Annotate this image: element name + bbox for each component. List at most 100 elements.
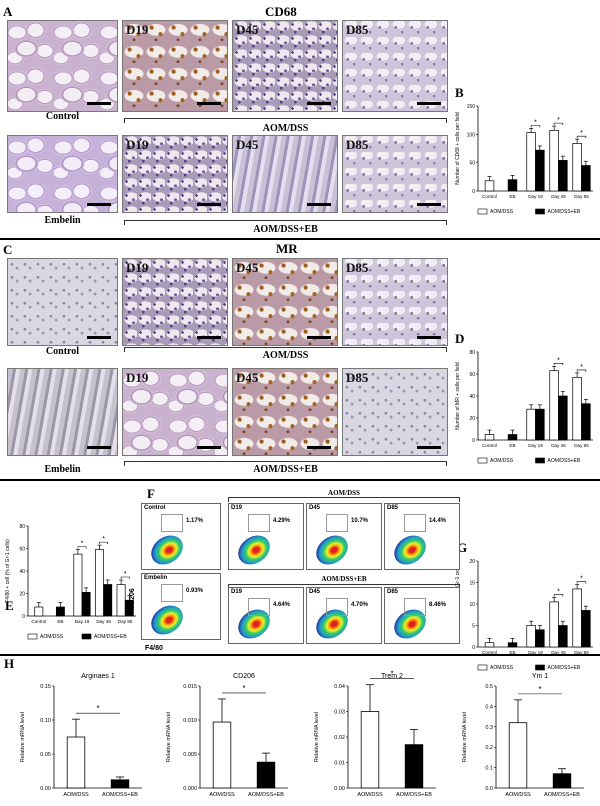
bar-aomdss-day85 xyxy=(572,143,582,192)
x-tick-label: EB xyxy=(509,443,515,448)
micrograph-a-eb-d19: D19 xyxy=(122,135,228,213)
gate-percent: 0.93% xyxy=(186,588,204,594)
chart-b-cd68: Number of CD68 + cells per field 0 50 100 15… xyxy=(455,104,593,215)
legend-swatch xyxy=(81,633,92,640)
x-tick-label: Day 85 xyxy=(574,443,589,448)
bar-aomdsseb-eb xyxy=(507,434,518,441)
y-tick-label: 5 xyxy=(472,624,475,630)
x-tick-label: AOM/DSS xyxy=(209,792,235,798)
group-label-aomdss-eb: AOM/DSS+EB xyxy=(253,224,318,235)
flow-plot-title: D19 xyxy=(231,505,243,511)
micrograph-c-control xyxy=(7,258,118,346)
x-tick-label: Day 45 xyxy=(96,619,111,624)
y-axis-label: Number of MR + cells per field xyxy=(455,362,461,430)
significance-bracket xyxy=(530,125,541,128)
significance-bracket xyxy=(553,363,564,366)
y-tick-label: 0.04 xyxy=(334,684,345,690)
legend-swatch xyxy=(477,208,488,215)
x-tick-label: Control xyxy=(482,650,497,655)
bar-aomdss-control xyxy=(484,180,495,192)
y-tick-label: 60 xyxy=(19,547,25,553)
gate-percent: 4.70% xyxy=(351,602,369,608)
group-brace xyxy=(124,347,447,352)
legend-label: AOM/DSS xyxy=(490,458,514,464)
y-axis-label: F4/80 + cell (% of Gr-1 cells) xyxy=(5,539,11,603)
flow-plot-aomdss-d19: D19 4.29% xyxy=(228,503,304,570)
bar-aomdsseb-day45 xyxy=(558,625,568,648)
x-tick-label: AOM/DSS xyxy=(505,792,531,798)
chart-title: Ym 1 xyxy=(532,673,548,680)
significance-star: * xyxy=(390,670,393,679)
y-tick-label: 0.5 xyxy=(485,684,493,690)
panel-e-label: E xyxy=(5,598,14,613)
y-tick-label: 150 xyxy=(467,104,476,110)
flow-plot-title: D45 xyxy=(309,505,321,511)
x-tick-label: Control xyxy=(482,443,497,448)
day-tag: D85 xyxy=(346,260,369,275)
y-tick-label: 0.01 xyxy=(334,761,345,767)
y-tick-label: 60 xyxy=(469,372,475,378)
bar-aomdsseb-day85 xyxy=(581,165,591,192)
day-tag: D45 xyxy=(236,370,259,385)
x-tick-label: AOM/DSS xyxy=(63,792,89,798)
y-tick-label: 20 xyxy=(469,559,475,565)
flow-plot-title: D85 xyxy=(387,505,399,511)
micrograph-a-aomdss-d19: D19 xyxy=(122,20,228,112)
y-tick-label: 0.3 xyxy=(485,725,493,731)
legend-label: AOM/DSS xyxy=(490,665,514,671)
y-tick-label: 0.00 xyxy=(334,786,345,792)
legend-label: AOM/DSS+EB xyxy=(548,209,581,215)
group-brace xyxy=(228,497,460,502)
x-tick-label: Day 19 xyxy=(75,619,90,624)
flow-plot-eb-d85: D85 8.46% xyxy=(384,587,460,644)
bar-aomdsseb xyxy=(256,761,276,789)
bar-aomdss-control xyxy=(484,434,495,441)
y-tick-label: 0.000 xyxy=(183,786,197,792)
row-label-embelin: Embelin xyxy=(44,215,81,226)
micrograph-c-eb-d85: D85 xyxy=(342,368,448,456)
bar-aomdss-control xyxy=(34,606,44,617)
bar-aomdss-day45 xyxy=(549,130,559,192)
panel-a-title: CD68 xyxy=(265,4,297,19)
panel-g-label: G xyxy=(457,540,468,555)
bar-aomdsseb xyxy=(404,744,424,789)
x-tick-label: Control xyxy=(31,619,46,624)
x-tick-label: Day 19 xyxy=(528,194,543,199)
y-tick-label: 0.05 xyxy=(40,752,51,758)
bar-aomdss-day45 xyxy=(549,370,559,441)
bar-aomdsseb-eb xyxy=(55,606,65,617)
significance-star: * xyxy=(81,541,84,548)
significance-star: * xyxy=(557,357,560,364)
significance-star: * xyxy=(580,364,583,371)
micrograph-c-embelin xyxy=(7,368,118,456)
y-tick-label: 10 xyxy=(469,602,475,608)
bar-aomdsseb xyxy=(110,779,130,789)
x-tick-label: Control xyxy=(482,194,497,199)
bar-aomdsseb-day85 xyxy=(581,403,591,441)
legend-label: AOM/DSS xyxy=(490,209,514,215)
flow-plot-title: Embelin xyxy=(144,575,168,581)
legend-swatch xyxy=(27,633,38,640)
panel-c-title: MR xyxy=(276,241,298,256)
flow-plot-embelin: Embelin 0.93% xyxy=(141,573,221,640)
bar-aomdsseb-day19 xyxy=(535,408,545,441)
bar-aomdsseb-eb xyxy=(507,179,518,192)
y-tick-label: 0.0 xyxy=(485,786,493,792)
micrograph-c-eb-d19: D19 xyxy=(122,368,228,456)
gate-percent: 4.29% xyxy=(273,518,291,524)
bar-aomdss-day85 xyxy=(572,588,582,648)
bar-aomdsseb-day45 xyxy=(558,395,568,441)
x-tick-label: AOM/DSS+EB xyxy=(544,792,580,798)
x-tick-label: AOM/DSS+EB xyxy=(248,792,284,798)
y-tick-label: 0.15 xyxy=(40,684,51,690)
legend-swatch xyxy=(535,208,545,215)
x-tick-label: EB xyxy=(509,194,515,199)
y-tick-label: 0.010 xyxy=(183,718,197,724)
micrograph-a-embelin xyxy=(7,135,118,213)
x-tick-label: Day 45 xyxy=(551,194,566,199)
section-divider xyxy=(0,479,600,481)
significance-bracket xyxy=(120,576,130,579)
group-brace xyxy=(124,118,447,123)
panel-b-label: B xyxy=(455,85,464,100)
y-tick-label: 0 xyxy=(472,645,475,651)
